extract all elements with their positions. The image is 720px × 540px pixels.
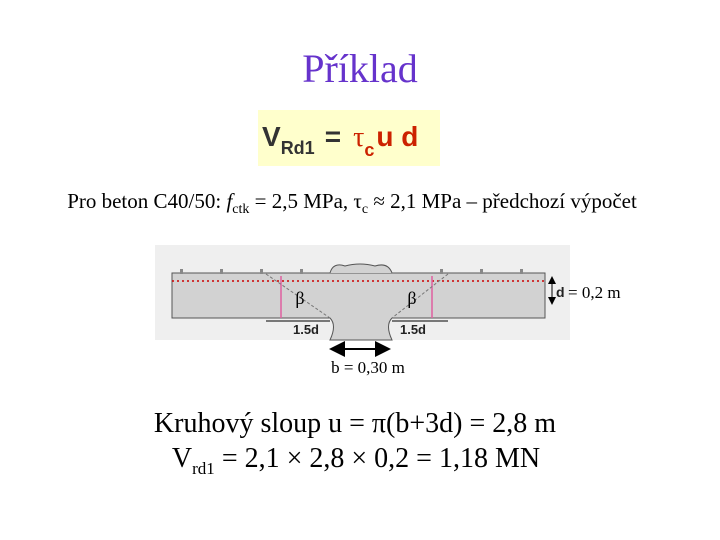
formula-box — [258, 110, 440, 166]
given-f-sub: ctk — [232, 202, 249, 217]
column-top — [329, 263, 393, 274]
perimeter: Kruhový sloup u = π(b+3d) = 2,8 m — [154, 408, 556, 439]
given-mid: = 2,5 MPa, τ — [249, 189, 361, 213]
beta-left: β — [295, 288, 304, 308]
depth-value: = 0,2 m — [568, 283, 621, 302]
shear-resistance: Vrd1 = 2,1 × 2,8 × 0,2 = 1,18 MN — [172, 443, 540, 478]
formula: VRd1 = τcu d — [262, 121, 418, 160]
cone-right — [391, 273, 449, 319]
span-right: 1.5d — [400, 322, 426, 337]
depth-symbol: d — [556, 284, 565, 300]
title: Příklad — [302, 46, 418, 91]
result-v-sub: rd1 — [192, 459, 215, 478]
formula-tau: τ — [353, 122, 364, 153]
beta-right: β — [407, 288, 416, 308]
span-left: 1.5d — [293, 322, 319, 337]
column-width: b = 0,30 m — [331, 358, 405, 377]
cone-left — [265, 273, 331, 319]
formula-tau-sub: c — [364, 140, 374, 160]
given-line: Pro beton C40/50: fctk = 2,5 MPa, τc ≈ 2… — [67, 189, 637, 217]
given-f: f — [226, 189, 235, 213]
reinforcement-stubs — [180, 269, 523, 274]
given-tau-sub: c — [362, 202, 368, 217]
given-suffix: ≈ 2,1 MPa – předchozí výpočet — [368, 189, 637, 213]
formula-ud: u d — [376, 121, 418, 152]
formula-eq: = — [325, 121, 341, 152]
given-prefix: Pro beton C40/50: — [67, 189, 226, 213]
result-v: V — [172, 443, 192, 474]
formula-v: V — [262, 121, 281, 152]
punching-diagram: β β 1.5d 1.5d d = 0,2 m b = 0,30 m — [155, 245, 621, 377]
slab — [171, 272, 546, 341]
formula-v-sub: Rd1 — [281, 138, 315, 158]
result-shear: = 2,1 × 2,8 × 0,2 = 1,18 MN — [215, 443, 540, 474]
